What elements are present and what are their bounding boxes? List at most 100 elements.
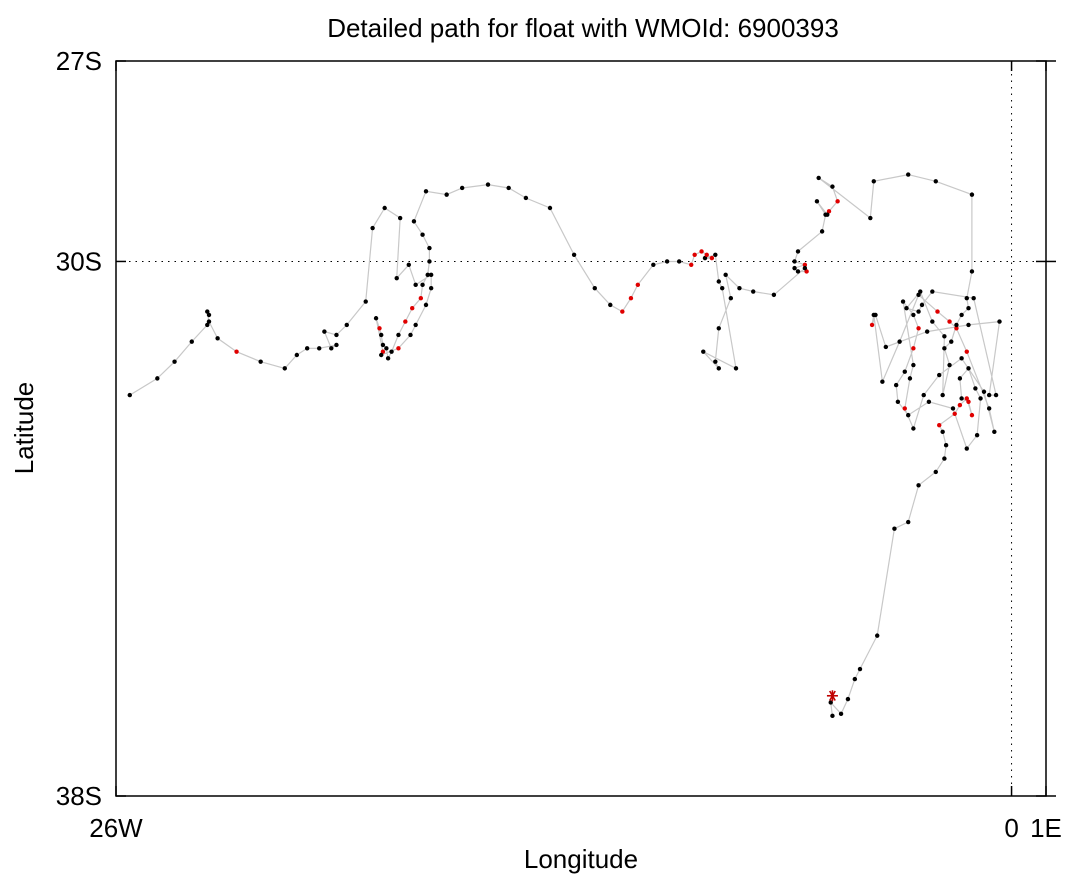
position-point bbox=[845, 696, 851, 702]
position-point bbox=[547, 205, 553, 211]
position-point bbox=[205, 309, 210, 314]
highlighted-position-point bbox=[802, 262, 808, 267]
position-point bbox=[940, 392, 945, 398]
position-point bbox=[992, 429, 997, 435]
highlighted-position-point bbox=[804, 269, 809, 274]
position-point bbox=[189, 339, 194, 344]
highlighted-position-point bbox=[709, 255, 715, 261]
position-point bbox=[892, 526, 897, 531]
position-point bbox=[906, 519, 911, 525]
highlighted-position-point bbox=[937, 422, 942, 428]
position-point bbox=[906, 412, 911, 418]
highlighted-position-point bbox=[966, 399, 971, 404]
position-point bbox=[792, 259, 797, 264]
position-point bbox=[911, 426, 916, 431]
position-point bbox=[940, 429, 945, 435]
position-point bbox=[893, 382, 899, 388]
position-point bbox=[408, 332, 413, 338]
highlighted-position-point bbox=[620, 309, 625, 314]
position-point bbox=[880, 379, 885, 384]
position-point bbox=[873, 312, 878, 318]
position-point bbox=[906, 172, 911, 177]
highlighted-position-point bbox=[377, 326, 382, 331]
highlighted-position-point bbox=[704, 252, 709, 257]
position-point bbox=[895, 399, 901, 404]
position-point bbox=[258, 359, 263, 364]
position-point bbox=[926, 399, 932, 404]
position-point bbox=[411, 219, 417, 224]
position-point bbox=[997, 319, 1002, 324]
position-point bbox=[907, 376, 913, 381]
position-point bbox=[294, 352, 300, 358]
position-point bbox=[385, 356, 391, 361]
position-point bbox=[966, 306, 971, 311]
position-point bbox=[172, 359, 177, 364]
position-point bbox=[423, 189, 429, 194]
position-point bbox=[155, 376, 160, 381]
position-point bbox=[942, 346, 947, 351]
position-point bbox=[942, 456, 947, 461]
position-point bbox=[396, 332, 401, 338]
position-point bbox=[771, 292, 777, 298]
position-point bbox=[954, 322, 959, 328]
position-point bbox=[720, 285, 725, 291]
highlighted-position-point bbox=[410, 306, 415, 311]
position-point bbox=[425, 272, 430, 278]
position-point bbox=[819, 229, 825, 234]
position-point bbox=[334, 332, 339, 338]
position-point bbox=[676, 259, 682, 264]
highlighted-position-point bbox=[869, 322, 875, 328]
position-point bbox=[317, 346, 322, 351]
position-point bbox=[993, 392, 999, 398]
position-point bbox=[329, 346, 334, 351]
position-point bbox=[523, 195, 529, 201]
position-point bbox=[900, 299, 906, 304]
position-point bbox=[716, 279, 721, 284]
highlighted-position-point bbox=[692, 252, 697, 257]
highlighted-position-point bbox=[911, 346, 916, 351]
position-point bbox=[937, 372, 942, 378]
position-point bbox=[304, 346, 310, 351]
position-point bbox=[911, 362, 916, 368]
position-point bbox=[924, 329, 930, 334]
position-point bbox=[911, 312, 916, 318]
position-point bbox=[592, 285, 597, 291]
highlighted-position-point bbox=[699, 249, 704, 254]
highlighted-position-point bbox=[403, 319, 408, 324]
position-point bbox=[916, 309, 921, 314]
position-point bbox=[702, 255, 708, 261]
position-point bbox=[608, 302, 613, 308]
position-point bbox=[370, 225, 375, 231]
highlighted-position-point bbox=[964, 349, 969, 354]
position-point bbox=[943, 443, 949, 448]
position-point bbox=[986, 392, 992, 398]
position-point bbox=[830, 713, 835, 719]
position-point bbox=[380, 342, 386, 348]
position-point bbox=[823, 212, 828, 217]
position-point bbox=[868, 215, 873, 221]
position-point bbox=[795, 249, 801, 254]
position-point bbox=[949, 339, 954, 344]
position-point bbox=[919, 302, 925, 308]
position-point bbox=[930, 289, 935, 294]
highlighted-position-point bbox=[957, 402, 963, 408]
position-point bbox=[420, 282, 425, 288]
position-point bbox=[871, 179, 876, 184]
y-tick-label: 38S bbox=[56, 781, 102, 811]
position-point bbox=[971, 296, 976, 301]
position-point bbox=[723, 272, 728, 278]
position-point bbox=[420, 232, 425, 237]
position-point bbox=[728, 296, 734, 301]
reference-lines bbox=[116, 61, 1046, 796]
position-point bbox=[828, 700, 833, 705]
y-tick-label: 30S bbox=[56, 246, 102, 276]
position-point bbox=[904, 306, 909, 311]
position-point bbox=[382, 205, 387, 211]
float-positions bbox=[127, 172, 1002, 719]
position-point bbox=[713, 252, 718, 257]
position-point bbox=[427, 259, 432, 264]
position-point bbox=[973, 386, 978, 391]
position-point bbox=[816, 175, 821, 181]
highlighted-position-point bbox=[380, 349, 386, 354]
